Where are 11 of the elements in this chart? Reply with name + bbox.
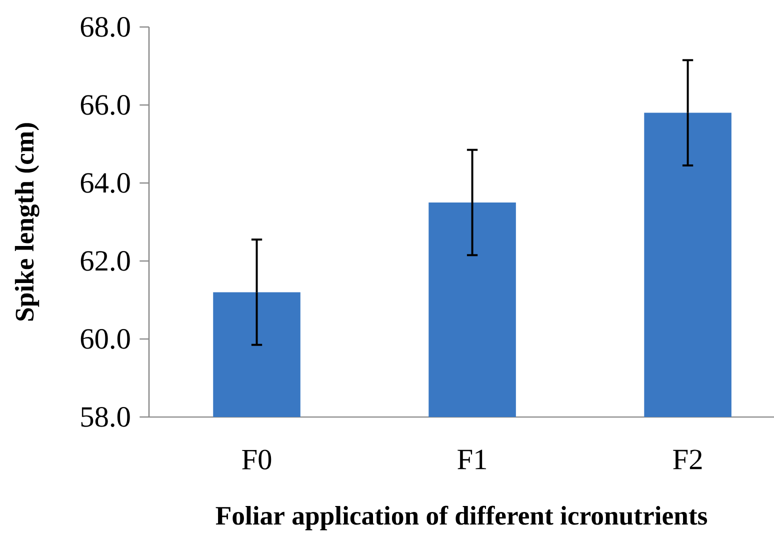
y-axis-title: Spike length (cm) <box>14 123 40 321</box>
y-tick-label: 66.0 <box>80 95 130 115</box>
x-tick-label: F1 <box>458 450 486 470</box>
y-tick-label: 62.0 <box>80 251 130 271</box>
x-tick-label: F0 <box>242 450 272 470</box>
y-tick-label: 64.0 <box>80 173 130 193</box>
x-tick-label: F2 <box>673 450 702 470</box>
y-tick-label: 68.0 <box>80 17 130 37</box>
y-tick-label: 58.0 <box>81 407 130 427</box>
x-axis-title: Foliar application of different icronutrients <box>216 506 708 530</box>
y-tick-label: 60.0 <box>80 329 130 349</box>
